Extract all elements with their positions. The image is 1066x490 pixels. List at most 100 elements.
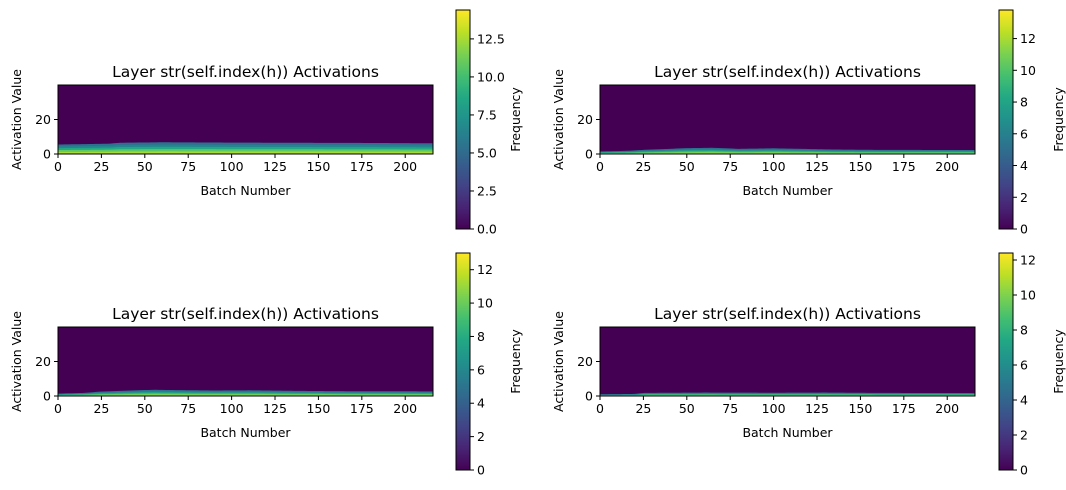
colorbar-tick-label: 10.0	[477, 69, 505, 84]
x-tick-label: 175	[892, 159, 916, 174]
y-tick-label: 20	[35, 354, 51, 369]
x-tick-label: 100	[220, 159, 244, 174]
colorbar-tick-label: 5.0	[477, 145, 497, 160]
colorbar-tick-label: 0	[1020, 463, 1028, 478]
colorbar-tick-label: 6	[477, 362, 485, 377]
colorbar	[455, 252, 471, 471]
colorbar-tick-label: 10	[1020, 288, 1036, 303]
x-tick-label: 150	[306, 159, 330, 174]
x-tick-label: 150	[306, 401, 330, 416]
y-tick-label: 0	[43, 147, 51, 162]
y-tick-label: 0	[585, 389, 593, 404]
colorbar-tick-label: 4	[477, 396, 485, 411]
colorbar-tick-label: 2	[477, 429, 485, 444]
colorbar-tick-label: 12	[477, 262, 493, 277]
x-tick-label: 200	[935, 401, 959, 416]
x-tick-label: 150	[848, 401, 872, 416]
x-tick-label: 100	[220, 401, 244, 416]
x-tick-label: 125	[263, 159, 287, 174]
colorbar-tick-label: 2.5	[477, 183, 497, 198]
x-tick-label: 75	[722, 401, 738, 416]
colorbar-tick-label: 0	[477, 463, 485, 478]
x-tick-label: 75	[180, 401, 196, 416]
colorbar-tick-label: 6	[1020, 358, 1028, 373]
x-tick-label: 200	[393, 401, 417, 416]
chart-title: Layer str(self.index(h)) Activations	[654, 305, 921, 323]
y-tick-label: 20	[577, 354, 593, 369]
chart-panel-1: 0 25 50 75 100 125 150 175 200 0 20 Layer str(self.…	[9, 9, 523, 237]
x-tick-label: 50	[679, 401, 695, 416]
colorbar-label: Frequency	[508, 329, 523, 394]
colorbar-tick-label: 12.5	[477, 31, 505, 46]
colorbar-tick-label: 8	[1020, 95, 1028, 110]
chart-title: Layer str(self.index(h)) Activations	[112, 305, 379, 323]
y-tick-label: 20	[577, 112, 593, 127]
colorbar-tick-label: 0	[1020, 222, 1028, 237]
heatmap-background	[58, 85, 433, 154]
chart-title: Layer str(self.index(h)) Activations	[112, 63, 379, 81]
x-tick-label: 25	[93, 401, 109, 416]
y-tick-label: 0	[43, 389, 51, 404]
colorbar-label: Frequency	[1051, 87, 1066, 152]
colorbar-tick-label: 4	[1020, 158, 1028, 173]
x-tick-label: 175	[350, 401, 374, 416]
x-tick-label: 125	[805, 159, 829, 174]
colorbar-tick-label: 10	[477, 296, 493, 311]
colorbar-tick-label: 8	[477, 329, 485, 344]
x-tick-label: 50	[137, 401, 153, 416]
colorbar-label: Frequency	[508, 87, 523, 152]
x-tick-label: 125	[263, 401, 287, 416]
colorbar-tick-label: 10	[1020, 63, 1036, 78]
y-axis-label: Activation Value	[9, 311, 24, 412]
colorbar-tick-label: 12	[1020, 31, 1036, 46]
x-tick-label: 0	[596, 159, 604, 174]
x-tick-label: 100	[762, 159, 786, 174]
colorbar	[998, 252, 1014, 471]
heatmap-background	[600, 85, 975, 154]
x-tick-label: 125	[805, 401, 829, 416]
x-tick-label: 0	[596, 401, 604, 416]
colorbar-tick-label: 6	[1020, 126, 1028, 141]
y-axis-label: Activation Value	[551, 311, 566, 412]
chart-title: Layer str(self.index(h)) Activations	[654, 63, 921, 81]
colorbar-tick-label: 2	[1020, 428, 1028, 443]
colorbar-tick-label: 12	[1020, 253, 1036, 268]
x-tick-label: 175	[350, 159, 374, 174]
x-tick-label: 0	[54, 159, 62, 174]
y-axis-label: Activation Value	[551, 69, 566, 170]
colorbar-label: Frequency	[1051, 329, 1066, 394]
heatmap-background	[58, 327, 433, 396]
x-tick-label: 75	[722, 159, 738, 174]
x-axis-label: Batch Number	[742, 183, 833, 198]
colorbar	[455, 9, 471, 230]
x-tick-label: 25	[635, 401, 651, 416]
x-tick-label: 175	[892, 401, 916, 416]
heatmap-band-5	[58, 151, 433, 154]
colorbar-tick-label: 2	[1020, 190, 1028, 205]
y-axis-label: Activation Value	[9, 69, 24, 170]
x-tick-label: 200	[393, 159, 417, 174]
x-tick-label: 150	[848, 159, 872, 174]
x-tick-label: 75	[180, 159, 196, 174]
colorbar-tick-label: 4	[1020, 393, 1028, 408]
colorbar-tick-label: 7.5	[477, 107, 497, 122]
y-tick-label: 20	[35, 112, 51, 127]
colorbar-tick-label: 8	[1020, 323, 1028, 338]
x-tick-label: 0	[54, 401, 62, 416]
x-tick-label: 50	[679, 159, 695, 174]
x-tick-label: 50	[137, 159, 153, 174]
x-tick-label: 25	[635, 159, 651, 174]
x-axis-label: Batch Number	[200, 183, 291, 198]
x-tick-label: 100	[762, 401, 786, 416]
x-axis-label: Batch Number	[742, 425, 833, 440]
colorbar-tick-label: 0.0	[477, 222, 497, 237]
x-axis-label: Batch Number	[200, 425, 291, 440]
x-tick-label: 25	[93, 159, 109, 174]
colorbar	[998, 9, 1014, 230]
heatmap-background	[600, 327, 975, 396]
y-tick-label: 0	[585, 147, 593, 162]
